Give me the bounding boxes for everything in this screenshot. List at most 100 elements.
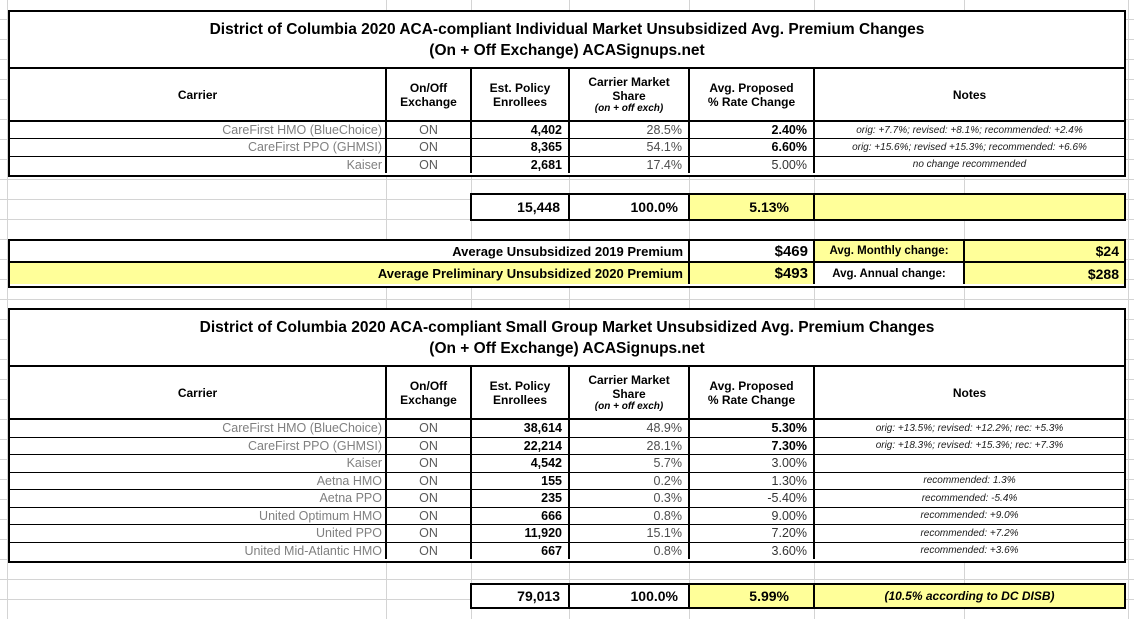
notes-cell[interactable]: recommended: +3.6% [920, 545, 1019, 557]
rate-change-cell[interactable]: -5.40% [690, 490, 815, 507]
small-group-table-title: District of Columbia 2020 ACA-compliant … [10, 310, 1124, 367]
enrollees-cell[interactable]: 666 [472, 507, 570, 524]
enrollees-cell[interactable]: 22,214 [472, 437, 570, 454]
individual-table-title: District of Columbia 2020 ACA-compliant … [10, 12, 1124, 69]
table-row: CareFirst HMO (BlueChoice) ON 38,614 48.9% 5… [10, 420, 1124, 438]
carrier-cell[interactable]: Kaiser [10, 156, 387, 173]
exchange-cell[interactable]: ON [387, 542, 472, 559]
market-share-cell[interactable]: 15.1% [570, 525, 690, 542]
market-share-cell[interactable]: 0.2% [570, 472, 690, 489]
monthly-change-label[interactable]: Avg. Monthly change: [815, 241, 965, 261]
rate-change-cell[interactable]: 9.00% [690, 507, 815, 524]
exchange-cell[interactable]: ON [387, 472, 472, 489]
header-carrier: Carrier [10, 69, 387, 120]
header-enrollees: Est. Policy Enrollees [472, 367, 570, 418]
carrier-cell[interactable]: United Mid-Atlantic HMO [10, 542, 387, 559]
notes-cell[interactable]: recommended: +9.0% [920, 510, 1019, 522]
enrollees-cell[interactable]: 8,365 [472, 139, 570, 156]
exchange-cell[interactable]: ON [387, 525, 472, 542]
table-row: Aetna HMO ON 155 0.2% 1.30% recommended: 1.3% [10, 472, 1124, 490]
carrier-cell[interactable]: Kaiser [10, 455, 387, 472]
header-market-share-subnote: (on + off exch) [594, 102, 664, 114]
carrier-cell[interactable]: United Optimum HMO [10, 507, 387, 524]
individual-totals-row: 15,448 100.0% 5.13% [470, 193, 1126, 221]
rate-change-cell[interactable]: 3.60% [690, 542, 815, 559]
market-share-cell[interactable]: 5.7% [570, 455, 690, 472]
exchange-cell[interactable]: ON [387, 507, 472, 524]
total-enrollees-cell[interactable]: 15,448 [472, 195, 570, 219]
carrier-cell[interactable]: United PPO [10, 525, 387, 542]
carrier-cell[interactable]: Aetna PPO [10, 490, 387, 507]
rate-change-cell[interactable]: 3.00% [690, 455, 815, 472]
enrollees-cell[interactable]: 4,402 [472, 122, 570, 139]
carrier-cell[interactable]: CareFirst PPO (GHMSI) [10, 139, 387, 156]
enrollees-cell[interactable]: 155 [472, 472, 570, 489]
market-share-cell[interactable]: 17.4% [570, 156, 690, 173]
exchange-cell[interactable]: ON [387, 455, 472, 472]
carrier-cell[interactable]: CareFirst HMO (BlueChoice) [10, 122, 387, 139]
header-market-share: Carrier Market Share (on + off exch) [570, 367, 690, 418]
summary-2020-value[interactable]: $493 [690, 263, 815, 284]
header-rate-change: Avg. Proposed% Rate Change [690, 69, 815, 120]
carrier-cell[interactable]: CareFirst PPO (GHMSI) [10, 437, 387, 454]
enrollees-cell[interactable]: 4,542 [472, 455, 570, 472]
market-share-cell[interactable]: 0.8% [570, 507, 690, 524]
summary-2019-label[interactable]: Average Unsubsidized 2019 Premium [10, 241, 690, 261]
exchange-cell[interactable]: ON [387, 139, 472, 156]
total-notes-cell[interactable] [815, 195, 1124, 219]
header-carrier: Carrier [10, 367, 387, 418]
total-notes-cell[interactable]: (10.5% according to DC DISB) [815, 585, 1124, 607]
monthly-change-value[interactable]: $24 [965, 241, 1124, 261]
rate-change-cell[interactable]: 7.30% [690, 437, 815, 454]
rate-change-cell[interactable]: 5.00% [690, 156, 815, 173]
market-share-cell[interactable]: 28.5% [570, 122, 690, 139]
header-market-share-subnote: (on + off exch) [594, 400, 664, 412]
total-share-cell[interactable]: 100.0% [570, 195, 690, 219]
total-enrollees-cell[interactable]: 79,013 [472, 585, 570, 607]
annual-change-label[interactable]: Avg. Annual change: [815, 263, 965, 284]
title-line-1: District of Columbia 2020 ACA-compliant … [199, 318, 935, 336]
enrollees-cell[interactable]: 38,614 [472, 420, 570, 437]
notes-cell[interactable]: orig: +15.6%; revised +15.3%; recommende… [852, 141, 1087, 153]
notes-cell[interactable]: orig: +7.7%; revised: +8.1%; recommended… [856, 124, 1083, 136]
market-share-cell[interactable]: 48.9% [570, 420, 690, 437]
small-group-totals-row: 79,013 100.0% 5.99% (10.5% according to … [470, 583, 1126, 609]
total-rate-cell[interactable]: 5.13% [690, 195, 815, 219]
summary-2019-value[interactable]: $469 [690, 241, 815, 261]
annual-change-value[interactable]: $288 [965, 263, 1124, 284]
enrollees-cell[interactable]: 235 [472, 490, 570, 507]
enrollees-cell[interactable]: 11,920 [472, 525, 570, 542]
individual-table-rows: CareFirst HMO (BlueChoice) ON 4,402 28.5% 2.… [10, 122, 1124, 173]
rate-change-cell[interactable]: 7.20% [690, 525, 815, 542]
exchange-cell[interactable]: ON [387, 156, 472, 173]
exchange-cell[interactable]: ON [387, 490, 472, 507]
notes-cell[interactable]: recommended: +7.2% [920, 527, 1019, 539]
carrier-cell[interactable]: CareFirst HMO (BlueChoice) [10, 420, 387, 437]
exchange-cell[interactable]: ON [387, 420, 472, 437]
table-row: CareFirst HMO (BlueChoice) ON 4,402 28.5% 2.… [10, 122, 1124, 140]
market-share-cell[interactable]: 0.3% [570, 490, 690, 507]
rate-change-cell[interactable]: 5.30% [690, 420, 815, 437]
market-share-cell[interactable]: 54.1% [570, 139, 690, 156]
exchange-cell[interactable]: ON [387, 122, 472, 139]
exchange-cell[interactable]: ON [387, 437, 472, 454]
market-share-cell[interactable]: 28.1% [570, 437, 690, 454]
title-line-2: (On + Off Exchange) ACASignups.net [429, 41, 705, 59]
enrollees-cell[interactable]: 2,681 [472, 156, 570, 173]
market-share-cell[interactable]: 0.8% [570, 542, 690, 559]
total-rate-cell[interactable]: 5.99% [690, 585, 815, 607]
rate-change-cell[interactable]: 1.30% [690, 472, 815, 489]
notes-cell[interactable]: orig: +18.3%; revised: +15.3%; rec: +7.3… [875, 440, 1064, 452]
notes-cell[interactable]: recommended: 1.3% [923, 475, 1016, 487]
notes-cell[interactable]: recommended: -5.4% [921, 492, 1018, 504]
rate-change-cell[interactable]: 2.40% [690, 122, 815, 139]
enrollees-cell[interactable]: 667 [472, 542, 570, 559]
notes-cell[interactable]: orig: +13.5%; revised: +12.2%; rec: +5.3… [875, 422, 1064, 434]
notes-cell[interactable]: no change recommended [912, 159, 1027, 171]
rate-change-cell[interactable]: 6.60% [690, 139, 815, 156]
carrier-cell[interactable]: Aetna HMO [10, 472, 387, 489]
notes-cell[interactable] [815, 455, 1124, 472]
summary-2020-label[interactable]: Average Preliminary Unsubsidized 2020 Pr… [10, 263, 690, 284]
total-share-cell[interactable]: 100.0% [570, 585, 690, 607]
